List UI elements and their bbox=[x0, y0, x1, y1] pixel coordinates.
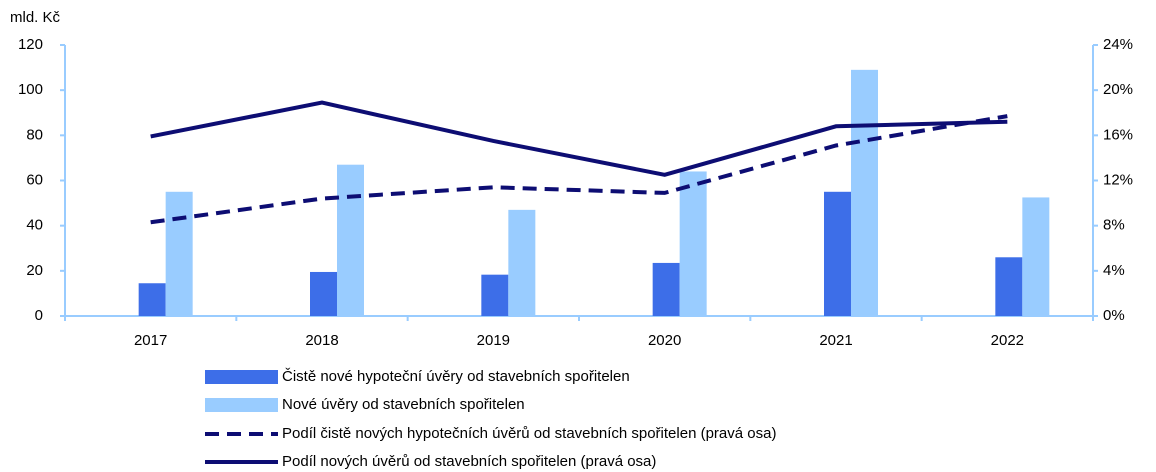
y-tick-label: 0 bbox=[35, 307, 43, 324]
x-tick-label: 2022 bbox=[991, 332, 1024, 349]
legend-swatch bbox=[205, 398, 278, 412]
y2-tick-label: 0% bbox=[1103, 307, 1125, 324]
y2-tick-label: 12% bbox=[1103, 171, 1133, 188]
x-tick-label: 2020 bbox=[648, 332, 681, 349]
y2-tick-label: 20% bbox=[1103, 81, 1133, 98]
bar bbox=[138, 283, 166, 316]
x-tick-label: 2019 bbox=[477, 332, 510, 349]
x-tick-label: 2017 bbox=[134, 332, 167, 349]
y2-tick-label: 8% bbox=[1103, 217, 1125, 234]
legend-label: Podíl nových úvěrů od stavebních spořite… bbox=[282, 453, 656, 470]
legend-label: Čistě nové hypoteční úvěry od stavebních… bbox=[282, 368, 630, 385]
bar bbox=[165, 191, 193, 316]
x-tick-label: 2021 bbox=[819, 332, 852, 349]
y-tick-label: 40 bbox=[26, 217, 43, 234]
y-tick-label: 100 bbox=[18, 81, 43, 98]
bar bbox=[481, 274, 509, 316]
y-tick-label: 20 bbox=[26, 262, 43, 279]
bar bbox=[337, 164, 364, 316]
legend-swatch bbox=[205, 370, 278, 384]
bar bbox=[995, 257, 1023, 316]
bar bbox=[652, 262, 680, 316]
y-axis-label: mld. Kč bbox=[10, 9, 61, 26]
bar bbox=[310, 271, 337, 316]
bar bbox=[824, 191, 851, 316]
legend-label: Podíl čistě nových hypotečních úvěrů od … bbox=[282, 425, 776, 442]
x-tick-label: 2018 bbox=[305, 332, 338, 349]
y-tick-label: 120 bbox=[18, 36, 43, 53]
bar bbox=[851, 69, 878, 316]
y2-tick-label: 16% bbox=[1103, 126, 1133, 143]
y-tick-label: 80 bbox=[26, 126, 43, 143]
y-tick-label: 60 bbox=[26, 171, 43, 188]
dashed-line bbox=[150, 114, 1008, 225]
bar bbox=[679, 171, 707, 316]
line bbox=[150, 100, 1008, 177]
bar bbox=[508, 209, 536, 316]
legend-label: Nové úvěry od stavebních spořitelen bbox=[282, 396, 525, 413]
bar bbox=[1022, 197, 1050, 316]
y2-tick-label: 4% bbox=[1103, 262, 1125, 279]
y2-tick-label: 24% bbox=[1103, 36, 1133, 53]
